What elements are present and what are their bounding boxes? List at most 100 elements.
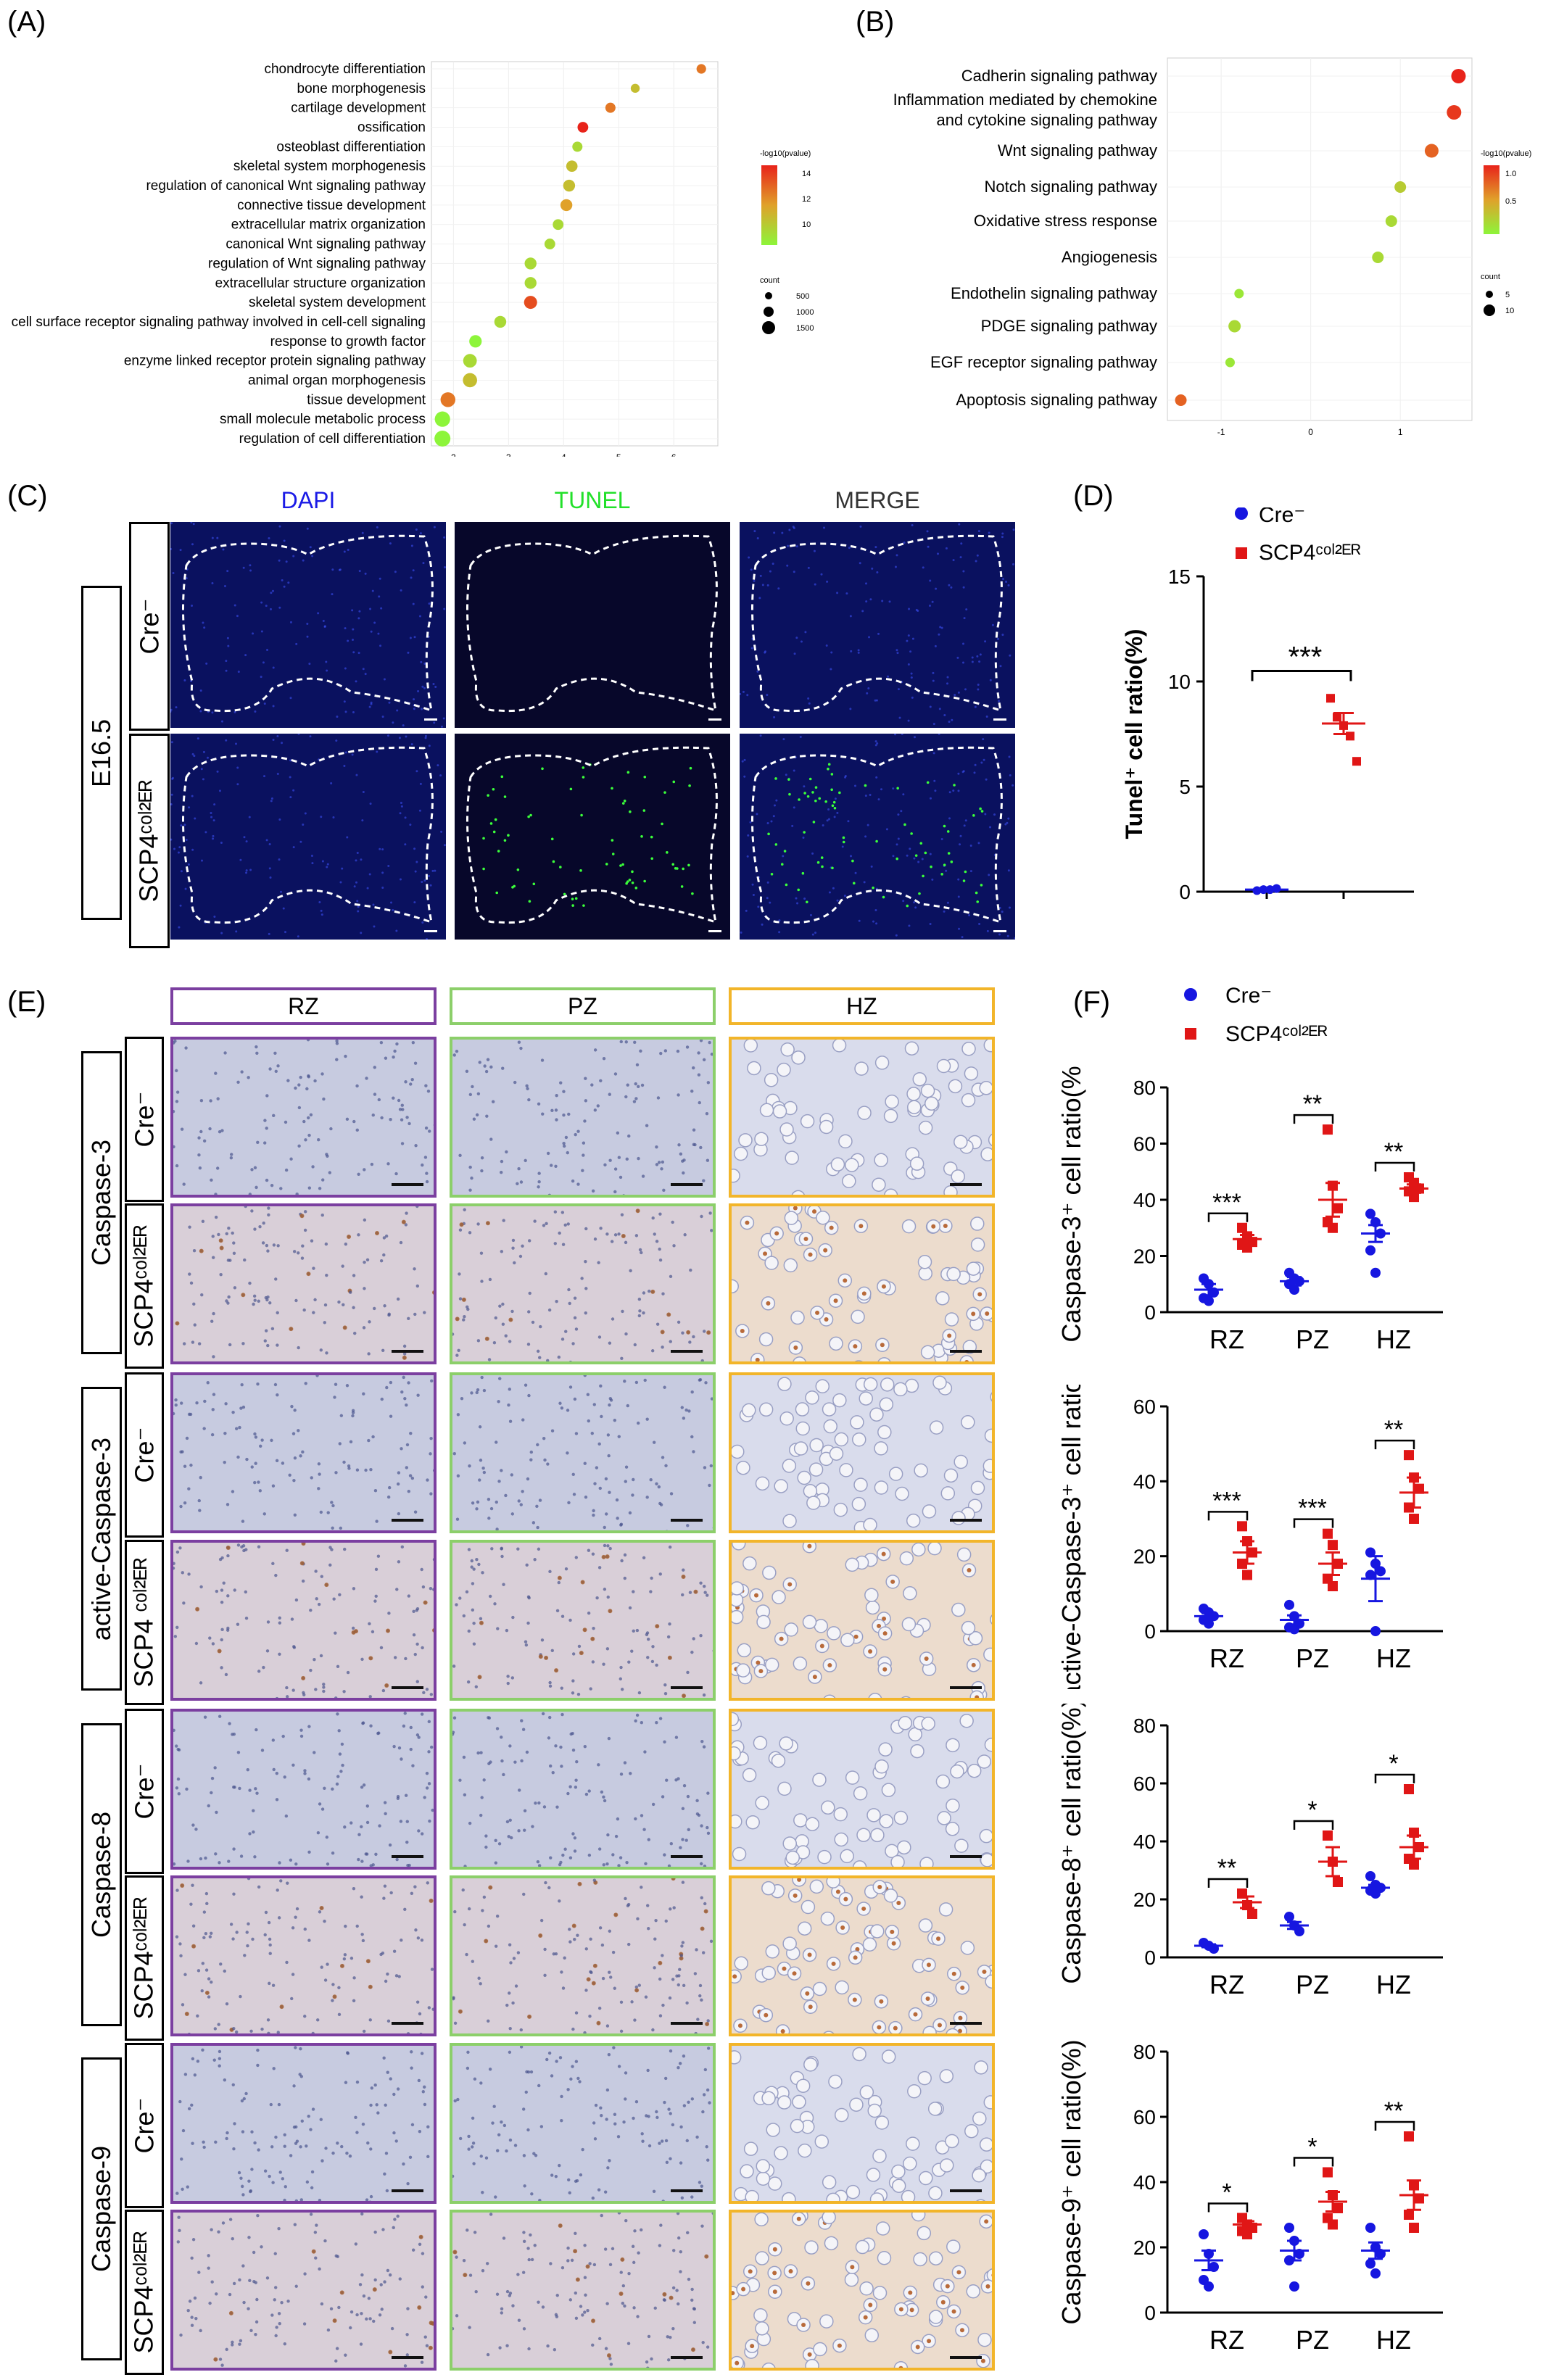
cell-nucleus (640, 1721, 644, 1725)
nucleus (355, 680, 357, 683)
cell-nucleus (462, 1755, 466, 1759)
hypertrophic-cell (974, 2060, 988, 2075)
y-axis-label: Caspase-8⁺ cell ratio(%) (1056, 1704, 1086, 1984)
cell-nucleus (232, 2147, 236, 2151)
hypertrophic-cell (877, 1357, 891, 1361)
nucleus (849, 708, 852, 710)
cell-nucleus (192, 1249, 197, 1253)
nucleus (413, 847, 416, 850)
tunel-positive-cell (688, 784, 691, 787)
cell-nucleus (583, 1461, 587, 1465)
cell-nucleus (674, 1736, 679, 1739)
cell-nucleus (542, 1437, 546, 1440)
nucleus (874, 740, 877, 743)
positive-cell (620, 2257, 625, 2262)
positive-cell (580, 1580, 585, 1585)
cell-nucleus (675, 1974, 679, 1978)
cell-nucleus (611, 2247, 615, 2251)
tunel-positive-cell (767, 832, 770, 836)
cell-nucleus (527, 1393, 531, 1398)
nucleus (962, 642, 965, 645)
scale-bar (392, 1686, 423, 1689)
cell-nucleus (307, 1075, 310, 1079)
positive-cell (925, 1996, 930, 2001)
cell-nucleus (267, 1206, 270, 1210)
size-legend-label: 5 (1505, 291, 1510, 299)
nucleus (853, 784, 856, 787)
nucleus (951, 718, 953, 721)
data-point-cre (1365, 1547, 1376, 1558)
cell-nucleus (386, 1495, 391, 1499)
cell-nucleus (173, 1566, 175, 1570)
x-tick-label: 4 (561, 452, 566, 457)
cell-nucleus (264, 1910, 268, 1915)
nucleus (323, 625, 326, 628)
nucleus (364, 572, 367, 575)
positive-cell (191, 1944, 197, 1949)
cell-nucleus (250, 1209, 254, 1213)
hypertrophic-cell (980, 1147, 992, 1161)
cell-nucleus (211, 1408, 215, 1411)
cell-nucleus (194, 1828, 198, 1831)
data-point (1447, 105, 1462, 120)
positive-cell (840, 1925, 845, 1931)
cell-nucleus (373, 1092, 377, 1096)
cell-nucleus (584, 2293, 587, 2297)
cell-nucleus (645, 2360, 649, 2364)
nucleus (358, 570, 361, 573)
cell-nucleus (341, 1264, 344, 1268)
nucleus (888, 600, 891, 603)
cell-nucleus (472, 1621, 476, 1625)
hypertrophic-cell (857, 1106, 872, 1120)
nucleus (864, 835, 867, 838)
nucleus (170, 793, 173, 796)
cell-nucleus (328, 1171, 332, 1174)
nucleus (956, 656, 959, 659)
y-tick-label: 80 (1133, 1077, 1156, 1099)
nucleus (1001, 536, 1004, 539)
hypertrophic-cell (966, 1261, 981, 1276)
tunel-positive-cell (687, 863, 690, 867)
cell-nucleus (683, 1233, 687, 1237)
hypertrophic-cell (946, 1738, 960, 1753)
cell-nucleus (360, 2213, 364, 2216)
cell-nucleus (558, 1401, 562, 1405)
nucleus (202, 750, 205, 753)
cell-nucleus (414, 1144, 418, 1148)
cell-nucleus (481, 1571, 484, 1575)
nucleus (906, 639, 909, 642)
cell-nucleus (617, 2065, 621, 2068)
nucleus (903, 541, 906, 544)
nucleus (894, 734, 897, 736)
cell-nucleus (423, 2102, 427, 2107)
cell-nucleus (357, 1833, 361, 1836)
hypertrophic-cell (761, 1965, 777, 1981)
positive-cell (217, 1649, 222, 1654)
cell-nucleus (302, 1119, 306, 1124)
cell-nucleus (547, 1308, 552, 1312)
nucleus (171, 776, 174, 779)
cell-nucleus (343, 1953, 347, 1957)
cell-nucleus (675, 2289, 679, 2292)
cell-nucleus (260, 2245, 263, 2249)
cell-nucleus (471, 1960, 475, 1963)
cell-nucleus (279, 1879, 283, 1883)
hypertrophic-cell (764, 1657, 779, 1672)
cell-nucleus (289, 1858, 293, 1862)
ihc-micrograph (170, 1372, 437, 1533)
cell-nucleus (547, 2051, 552, 2055)
nucleus (197, 737, 199, 740)
hypertrophic-cell (907, 1100, 922, 1114)
cell-nucleus (382, 1253, 386, 1257)
cell-nucleus (309, 2128, 313, 2131)
nucleus (867, 687, 870, 690)
tunel-positive-cell (672, 780, 676, 784)
hypertrophic-cell (803, 1483, 818, 1498)
cell-nucleus (506, 1681, 510, 1686)
cell-nucleus (593, 1482, 597, 1485)
cell-nucleus (218, 1861, 221, 1865)
cell-nucleus (560, 1406, 564, 1410)
cell-nucleus (555, 1093, 558, 1098)
positive-cell (508, 1317, 513, 1322)
cell-nucleus (392, 1055, 395, 1059)
